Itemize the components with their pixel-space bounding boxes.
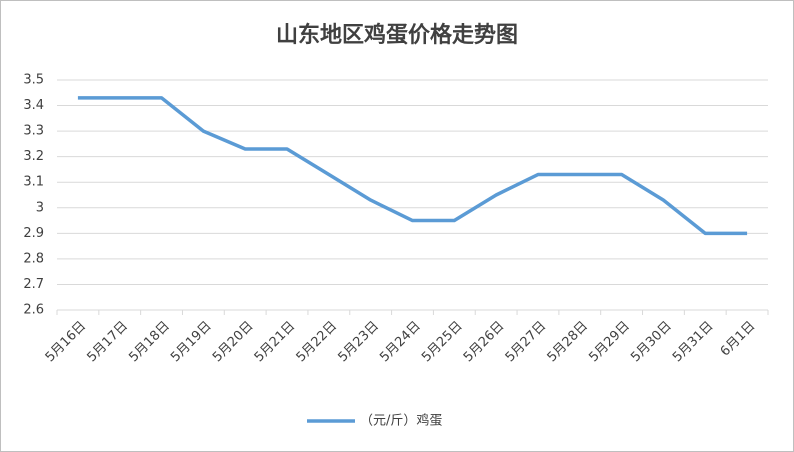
chart-title: 山东地区鸡蛋价格走势图 xyxy=(276,22,518,48)
y-tick-label: 3.3 xyxy=(23,124,44,139)
y-tick-label: 3.2 xyxy=(23,149,44,164)
legend-label: （元/斤）鸡蛋 xyxy=(360,413,442,429)
y-tick-label: 3.5 xyxy=(23,73,44,88)
y-tick-label: 3 xyxy=(36,200,44,215)
y-tick-label: 2.9 xyxy=(23,226,44,241)
y-tick-label: 3.1 xyxy=(23,175,44,190)
y-tick-label: 2.8 xyxy=(23,251,44,266)
data-line xyxy=(77,96,748,236)
y-tick-label: 2.6 xyxy=(23,303,44,318)
y-tick-label: 2.7 xyxy=(23,277,44,292)
y-tick-label: 3.4 xyxy=(23,98,44,113)
